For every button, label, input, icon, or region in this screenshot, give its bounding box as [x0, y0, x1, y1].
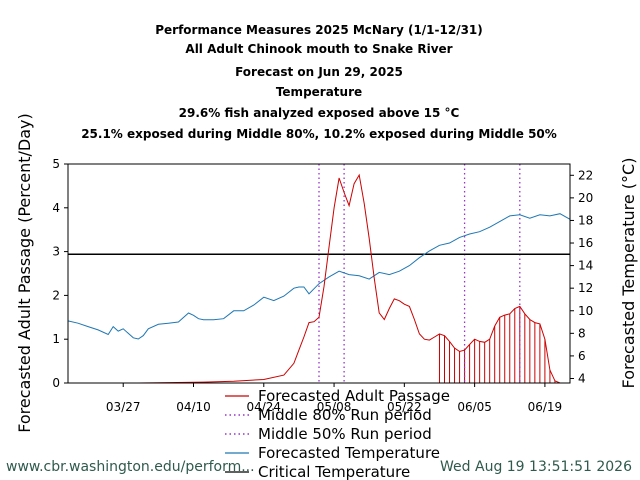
- y2-tick-label: 12: [578, 281, 593, 295]
- legend-label: Forecasted Adult Passage: [258, 387, 450, 405]
- x-tick-label: 04/10: [176, 400, 211, 414]
- title-line-1: Performance Measures 2025 McNary (1/1-12…: [155, 23, 483, 37]
- legend-label: Critical Temperature: [258, 463, 410, 480]
- y-tick-label: 0: [52, 376, 60, 390]
- y2-axis-label: Forecasted Temperature (°C): [619, 158, 638, 389]
- x-tick-label: 04/24: [246, 400, 281, 414]
- title-line-5: 29.6% fish analyzed exposed above 15 °C: [179, 106, 460, 120]
- y2-tick-label: 22: [578, 168, 593, 182]
- y2-tick-label: 8: [578, 326, 586, 340]
- footer-url: www.cbr.washington.edu/perform...: [6, 459, 255, 475]
- x-tick-label: 06/19: [528, 400, 563, 414]
- legend-label: Forecasted Temperature: [258, 444, 440, 462]
- y2-tick-label: 10: [578, 304, 593, 318]
- y2-tick-label: 20: [578, 191, 593, 205]
- chart-title: Performance Measures 2025 McNary (1/1-12…: [81, 23, 557, 141]
- title-line-6: 25.1% exposed during Middle 80%, 10.2% e…: [81, 127, 557, 141]
- passage-series-line: [68, 173, 565, 384]
- footer-timestamp: Wed Aug 19 13:51:51 2026: [440, 459, 632, 475]
- y2-tick-label: 16: [578, 236, 593, 250]
- y2-tick-label: 14: [578, 259, 593, 273]
- y-tick-label: 5: [52, 157, 60, 171]
- y-tick-label: 1: [52, 332, 60, 346]
- title-line-2: All Adult Chinook mouth to Snake River: [185, 42, 452, 56]
- legend-label: Middle 50% Run period: [258, 425, 432, 443]
- plot-frame: [67, 163, 571, 384]
- legend-label: Middle 80% Run period: [258, 406, 432, 424]
- title-line-3: Forecast on Jun 29, 2025: [235, 65, 403, 79]
- x-tick-label: 06/05: [457, 400, 492, 414]
- x-tick-label: 03/27: [106, 400, 141, 414]
- x-tick-label: 05/22: [387, 400, 422, 414]
- y2-tick-label: 6: [578, 349, 586, 363]
- temperature-series-line: [67, 213, 571, 340]
- y-tick-label: 2: [52, 288, 60, 302]
- y2-tick-label: 4: [578, 371, 586, 385]
- y-tick-label: 3: [52, 245, 60, 259]
- y2-tick-label: 18: [578, 213, 593, 227]
- y-tick-label: 4: [52, 201, 60, 215]
- y-axis-label: Forecasted Adult Passage (Percent/Day): [15, 113, 34, 433]
- x-tick-label: 05/08: [317, 400, 352, 414]
- title-line-4: Temperature: [276, 85, 362, 99]
